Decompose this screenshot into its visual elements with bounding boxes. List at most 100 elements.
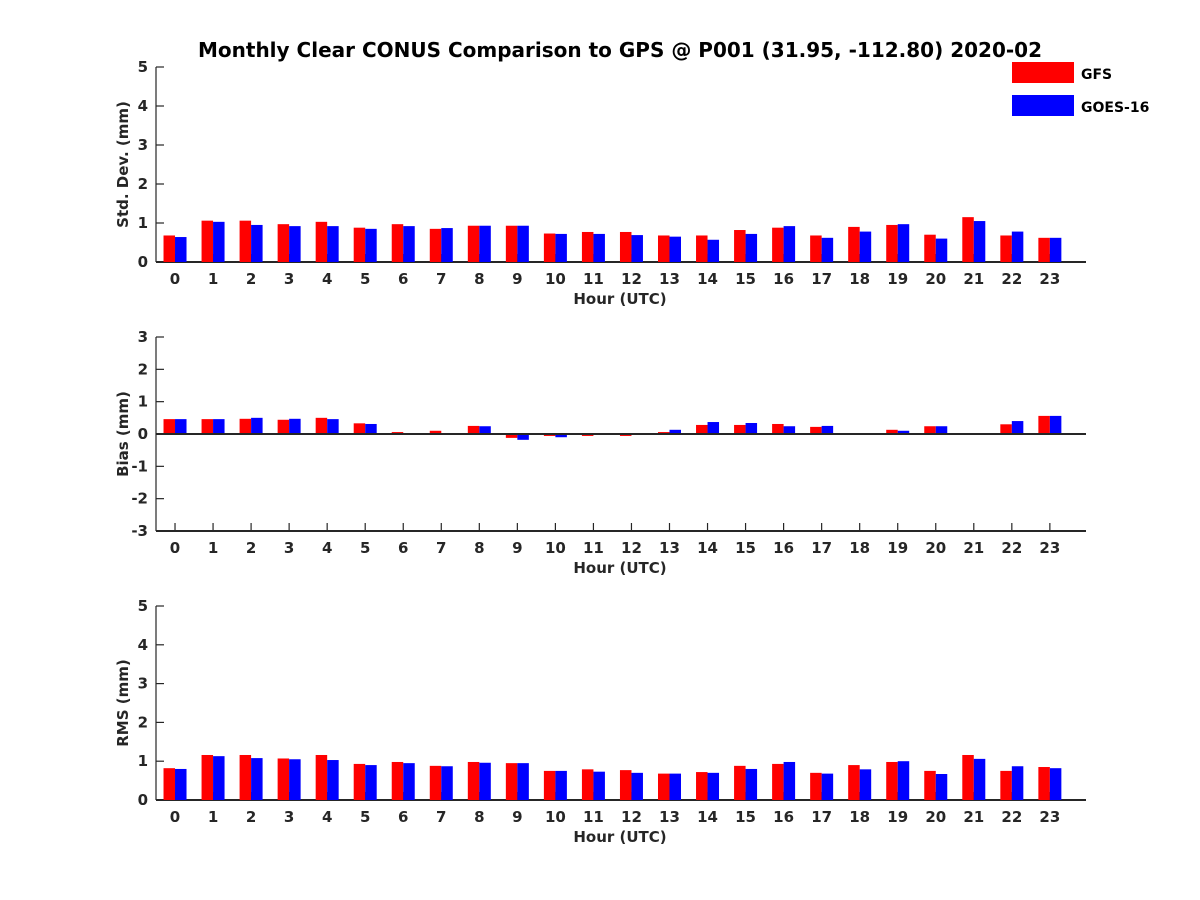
- x-tick-label: 20: [925, 539, 946, 557]
- bar-goes16-16: [783, 226, 796, 262]
- bar-gfs-17: [810, 426, 822, 434]
- bar-goes16-2: [251, 417, 263, 434]
- x-tick-label: 8: [474, 808, 484, 826]
- bar-goes16-10: [555, 434, 567, 438]
- x-tick-label: 20: [925, 808, 946, 826]
- bar-goes16-10: [555, 770, 567, 800]
- x-tick-label: 22: [1001, 808, 1022, 826]
- bar-gfs-19: [886, 224, 898, 262]
- x-tick-label: 2: [246, 270, 256, 288]
- bar-goes16-6: [403, 226, 415, 262]
- bar-goes16-8: [479, 426, 491, 434]
- bar-goes16-9: [517, 763, 529, 800]
- bar-goes16-18: [859, 769, 872, 800]
- bar-gfs-23: [1038, 237, 1050, 262]
- bar-gfs-3: [277, 224, 290, 262]
- bar-goes16-19: [897, 224, 910, 262]
- x-tick-label: 10: [545, 808, 566, 826]
- bar-goes16-1: [213, 756, 225, 800]
- x-tick-label: 11: [583, 270, 604, 288]
- chart-title: Monthly Clear CONUS Comparison to GPS @ …: [198, 38, 1042, 62]
- x-tick-label: 13: [659, 539, 680, 557]
- bar-gfs-8: [467, 425, 480, 434]
- bar-gfs-5: [353, 227, 366, 262]
- bar-gfs-18: [848, 226, 860, 262]
- x-tick-label: 20: [925, 270, 946, 288]
- y-tick-label: 1: [138, 214, 148, 232]
- bar-goes16-13: [669, 236, 681, 262]
- bar-goes16-3: [289, 759, 301, 800]
- bar-goes16-23: [1049, 237, 1062, 262]
- x-tick-label: 11: [583, 808, 604, 826]
- x-tick-label: 12: [621, 539, 642, 557]
- bar-goes16-11: [593, 233, 605, 262]
- x-tick-label: 3: [284, 539, 294, 557]
- bar-gfs-19: [886, 761, 898, 800]
- y-tick-label: 2: [138, 713, 148, 731]
- bar-gfs-0: [163, 419, 176, 434]
- bar-gfs-3: [277, 419, 290, 434]
- bar-goes16-9: [517, 434, 529, 440]
- bar-gfs-2: [239, 418, 252, 434]
- bar-gfs-12: [619, 770, 632, 800]
- bar-goes16-23: [1049, 768, 1062, 800]
- x-tick-label: 10: [545, 539, 566, 557]
- x-tick-label: 11: [583, 539, 604, 557]
- bar-goes16-22: [1011, 231, 1024, 262]
- bar-gfs-16: [772, 227, 784, 262]
- y-tick-label: 2: [138, 175, 148, 193]
- y-tick-label: 4: [138, 97, 148, 115]
- bar-goes16-13: [669, 429, 681, 434]
- bar-goes16-8: [479, 762, 491, 800]
- y-tick-label: 4: [138, 636, 148, 654]
- bar-gfs-5: [353, 763, 366, 800]
- x-tick-label: 5: [360, 808, 370, 826]
- x-tick-label: 1: [208, 808, 218, 826]
- bar-gfs-14: [696, 424, 708, 434]
- bar-gfs-22: [1000, 770, 1012, 800]
- y-tick-label: 3: [138, 328, 148, 346]
- x-tick-label: 3: [284, 808, 294, 826]
- x-tick-label: 7: [436, 270, 446, 288]
- bar-gfs-22: [1000, 424, 1012, 434]
- bar-goes16-23: [1049, 415, 1062, 434]
- x-tick-label: 0: [170, 270, 180, 288]
- x-axis-title-std-dev: Hour (UTC): [573, 290, 666, 308]
- x-tick-label: 8: [474, 270, 484, 288]
- bar-gfs-23: [1038, 415, 1050, 434]
- bar-goes16-21: [973, 758, 986, 800]
- x-tick-label: 9: [512, 270, 522, 288]
- x-tick-label: 18: [849, 539, 870, 557]
- x-tick-label: 17: [811, 808, 832, 826]
- bar-goes16-17: [821, 425, 834, 434]
- y-tick-label: 3: [138, 675, 148, 693]
- x-tick-label: 17: [811, 270, 832, 288]
- bar-goes16-20: [935, 238, 948, 262]
- y-tick-label: 0: [138, 253, 148, 271]
- x-tick-label: 16: [773, 808, 794, 826]
- x-tick-label: 1: [208, 539, 218, 557]
- bar-goes16-18: [859, 231, 872, 262]
- x-tick-label: 17: [811, 539, 832, 557]
- bar-goes16-20: [935, 774, 948, 800]
- bar-goes16-4: [327, 760, 339, 800]
- x-tick-label: 10: [545, 270, 566, 288]
- bar-gfs-10: [543, 233, 556, 262]
- bar-goes16-17: [821, 773, 834, 800]
- x-tick-label: 21: [963, 808, 984, 826]
- bar-gfs-7: [429, 228, 442, 262]
- x-tick-label: 6: [398, 270, 408, 288]
- x-tick-label: 2: [246, 808, 256, 826]
- x-tick-label: 18: [849, 808, 870, 826]
- y-tick-label: -1: [131, 457, 148, 475]
- x-tick-label: 12: [621, 808, 642, 826]
- bar-goes16-11: [593, 771, 605, 800]
- bar-gfs-9: [505, 763, 518, 800]
- y-tick-label: 0: [138, 791, 148, 809]
- bar-gfs-10: [543, 770, 556, 800]
- x-tick-label: 14: [697, 539, 718, 557]
- bar-gfs-21: [962, 217, 974, 262]
